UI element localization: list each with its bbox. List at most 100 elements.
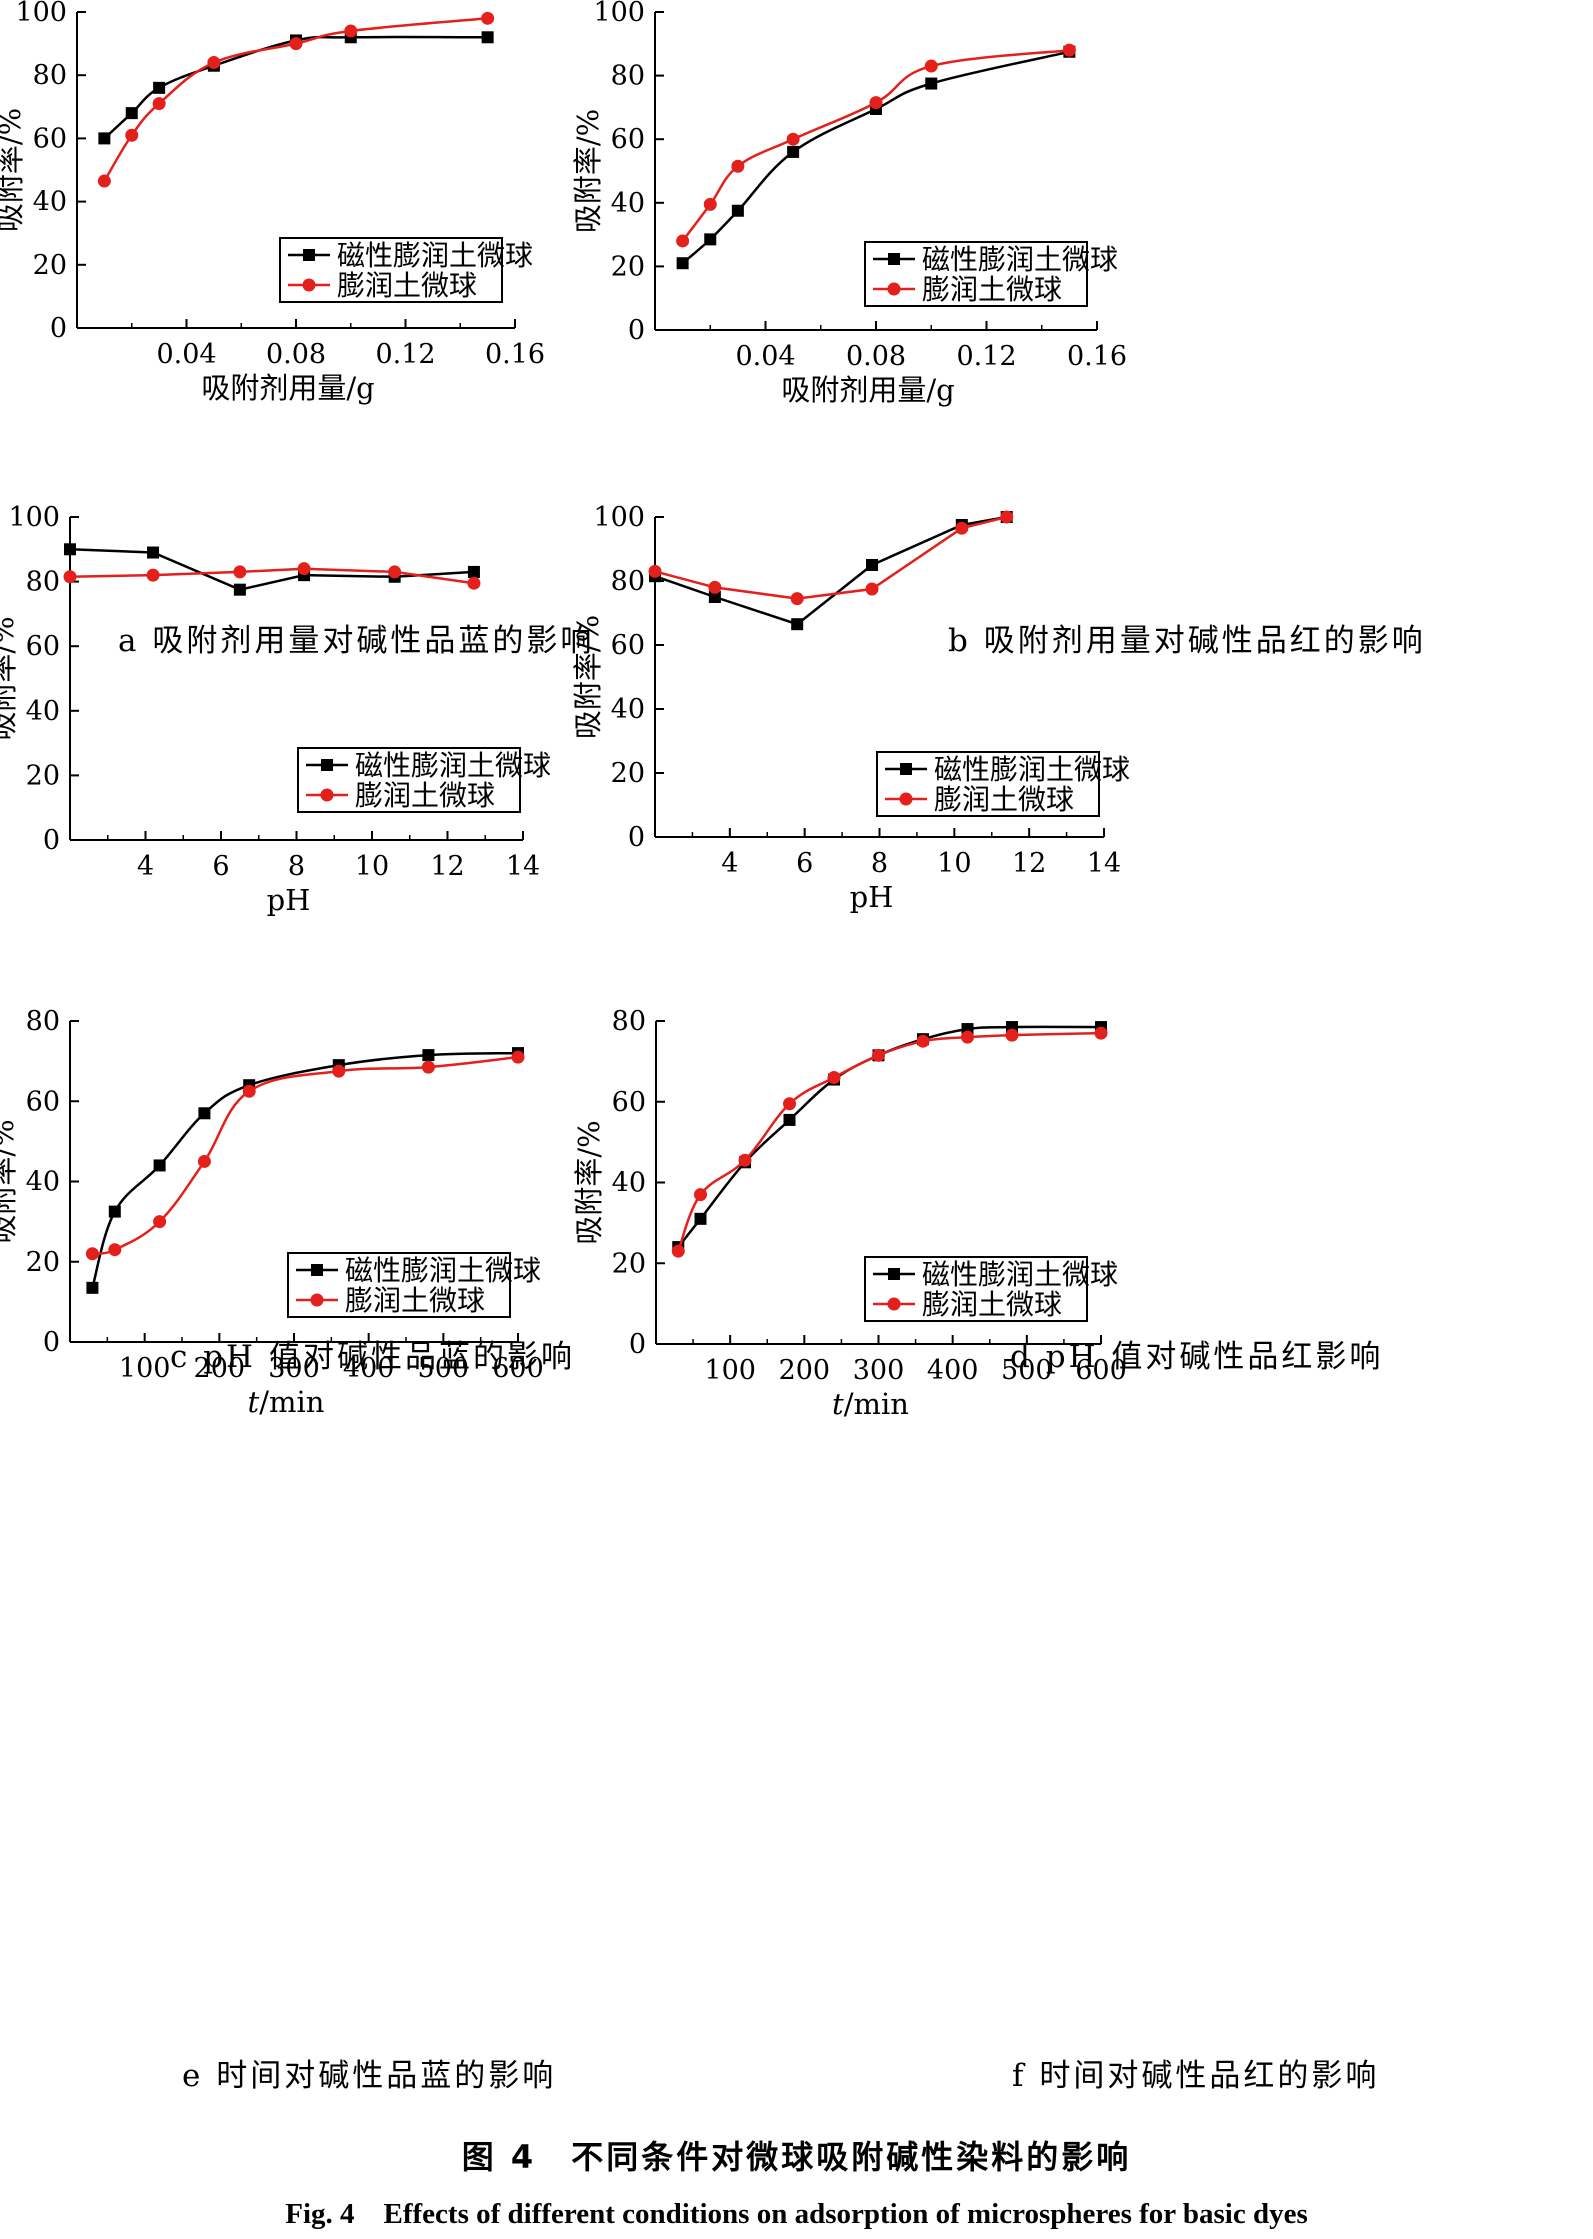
x-axis-label: 吸附剂用量/g [781, 373, 954, 407]
legend-box [864, 1256, 1088, 1322]
x-axis-label: 吸附剂用量/g [201, 371, 374, 405]
legend-label: 磁性膨润土微球 [922, 1258, 1118, 1291]
plot-group: 0 20 40 60 80 100 200 300 400 500 600 t/min 吸附率/% 磁性膨… [0, 1006, 544, 1419]
y-axis-label: 吸附率/% [571, 615, 605, 739]
data-point-square [86, 1281, 99, 1294]
legend-box [864, 241, 1088, 307]
data-point-circle [97, 174, 111, 188]
x-tick-label: 0.12 [956, 341, 1016, 372]
y-tick-label: 80 [611, 566, 645, 597]
legend-marker-square [888, 253, 900, 265]
y-tick-label: 60 [26, 1086, 60, 1117]
y-tick-label: 40 [611, 694, 645, 725]
data-point-circle [869, 96, 883, 110]
data-point-square [731, 204, 744, 217]
data-point-circle [242, 1084, 256, 1098]
legend-label: 膨润土微球 [934, 783, 1074, 816]
x-axis-label-unit: /min [259, 1385, 324, 1419]
y-tick-label: 0 [43, 1327, 60, 1358]
y-tick-label: 80 [33, 60, 67, 91]
chart-e: 0 20 40 60 80 100 200 300 400 500 600 t/min 吸附率/% 磁性膨… [0, 1006, 544, 1419]
legend-marker-square [900, 763, 912, 775]
data-point-circle [827, 1071, 841, 1085]
data-point-square [147, 546, 160, 559]
data-point-circle [146, 568, 160, 582]
y-tick-label: 60 [611, 124, 645, 155]
y-tick-label: 60 [26, 631, 60, 662]
figure-title-zh: 图 4 不同条件对微球吸附碱性染料的影响 [461, 2138, 1132, 2176]
x-tick-label: 100 [704, 1355, 756, 1386]
data-point-square [153, 1159, 166, 1172]
y-tick-label: 20 [612, 1248, 646, 1279]
x-tick-label: 600 [1075, 1355, 1127, 1386]
x-tick-label: 400 [343, 1353, 395, 1384]
data-point-circle [865, 582, 879, 596]
x-axis-label: t/min [832, 1387, 909, 1421]
y-tick-label: 80 [612, 1006, 646, 1037]
y-axis-label: 吸附率/% [571, 109, 605, 233]
legend-label: 磁性膨润土微球 [355, 749, 551, 782]
legend-marker-square [321, 759, 333, 771]
legend-marker-circle [302, 278, 316, 292]
legend-label: 磁性膨润土微球 [345, 1254, 541, 1287]
y-tick-label: 80 [611, 61, 645, 92]
x-tick-label: 6 [796, 848, 813, 879]
data-point-circle [1005, 1028, 1019, 1042]
legend-marker-circle [310, 1293, 324, 1307]
data-point-circle [63, 570, 77, 584]
x-tick-label: 0.08 [846, 341, 906, 372]
data-point-circle [924, 59, 938, 73]
y-tick-label: 60 [611, 630, 645, 661]
y-axis-label: 吸附率/% [572, 1120, 606, 1244]
data-point-circle [783, 1097, 796, 1111]
x-tick-label: 10 [937, 848, 971, 879]
y-tick-label: 80 [26, 567, 60, 598]
data-point-circle [676, 234, 690, 248]
x-tick-label: 200 [194, 1353, 246, 1384]
x-axis-label-var: t [248, 1385, 260, 1419]
data-point-square [198, 1107, 211, 1120]
y-tick-label: 60 [612, 1087, 646, 1118]
y-tick-label: 20 [26, 760, 60, 791]
data-point-circle [481, 11, 495, 25]
y-tick-label: 100 [8, 502, 60, 533]
legend-label: 膨润土微球 [922, 273, 1062, 306]
data-point-circle [916, 1034, 930, 1048]
data-point-square [708, 591, 721, 603]
data-point-circle [421, 1060, 435, 1074]
data-point-square [125, 107, 138, 120]
plot-group: 0 20 40 60 80 100 200 300 400 500 600 t/min 吸附率/% 磁性膨… [572, 1006, 1127, 1421]
data-point-square [925, 77, 938, 90]
legend-box [279, 237, 503, 303]
legend-marker-square [888, 1268, 900, 1280]
data-point-circle [207, 56, 221, 70]
data-point-circle [671, 1244, 685, 1258]
y-tick-label: 40 [26, 696, 60, 727]
x-tick-label: 500 [418, 1353, 470, 1384]
data-point-circle [694, 1188, 707, 1202]
plot-group: 0 20 40 60 80 100 0.04 0.08 0.12 0.16 吸附剂用量/g 吸附率/%… [0, 0, 545, 405]
data-point-square [108, 1205, 121, 1218]
y-tick-label: 0 [628, 315, 645, 346]
y-tick-label: 100 [593, 502, 645, 533]
legend-box [287, 1252, 511, 1318]
data-point-circle [1000, 510, 1014, 524]
data-point-square [961, 1023, 974, 1036]
y-tick-label: 0 [43, 825, 60, 856]
y-tick-label: 40 [26, 1167, 60, 1198]
x-tick-label: 0.04 [156, 339, 216, 370]
data-point-circle [790, 592, 804, 606]
x-tick-label: 500 [1001, 1355, 1053, 1386]
y-tick-label: 80 [26, 1006, 60, 1037]
y-axis-label: 吸附率/% [0, 1119, 20, 1243]
data-point-square [481, 31, 494, 44]
panel-a: 0 20 40 60 80 100 0.04 0.08 0.12 0.16 吸附剂用量/g 吸附率/%… [0, 0, 790, 660]
data-point-square [704, 233, 717, 246]
y-tick-label: 20 [33, 250, 67, 281]
